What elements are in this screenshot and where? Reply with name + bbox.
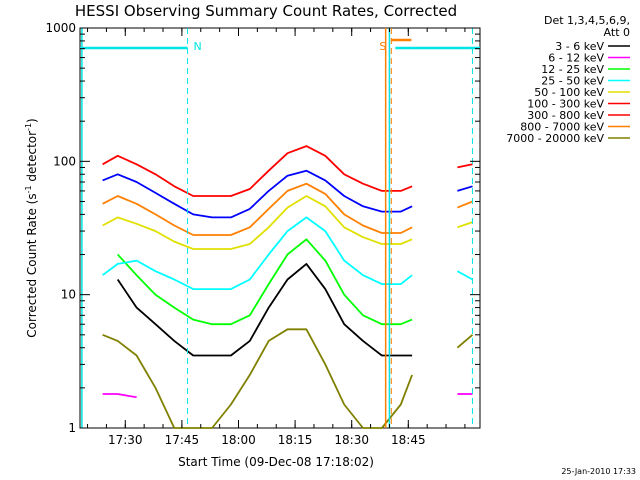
series-line [456, 270, 473, 281]
series-line [102, 393, 137, 399]
series-line [456, 334, 474, 349]
legend-label: 12 - 25 keV [541, 63, 604, 76]
series-line [457, 200, 473, 209]
series-line [457, 163, 473, 169]
plot-frame [79, 27, 481, 429]
x-tick-label: 17:30 [108, 433, 143, 447]
legend-label: 300 - 800 keV [527, 109, 604, 122]
legend-label: 100 - 300 keV [527, 98, 604, 111]
series-line [457, 185, 473, 192]
y-axis: 1 10 100 1000 [45, 21, 480, 435]
x-axis: 17:30 17:45 18:00 18:15 18:30 18:45 [87, 28, 466, 447]
series-layer [102, 145, 474, 429]
x-tick-label: 18:00 [221, 433, 256, 447]
legend-label: 6 - 12 keV [548, 52, 604, 65]
footer-timestamp: 25-Jan-2010 17:33 [561, 467, 636, 476]
legend-label: 25 - 50 keV [541, 75, 604, 88]
series-line [102, 328, 413, 429]
legend-header-line: Att 0 [604, 26, 630, 39]
chart-title: HESSI Observing Summary Count Rates, Cor… [75, 2, 457, 20]
series-line [117, 238, 413, 326]
y-tick-label: 10 [61, 288, 76, 302]
y-tick-label: 1 [68, 421, 76, 435]
x-tick-label: 18:45 [391, 433, 426, 447]
marker-label: N [194, 40, 202, 53]
y-tick-label: 1000 [45, 21, 76, 35]
series-line [102, 145, 413, 197]
x-tick-label: 18:15 [278, 433, 313, 447]
x-tick-label: 18:30 [334, 433, 369, 447]
legend-header-line: Det 1,3,4,5,6,9, [544, 14, 630, 27]
y-axis-label-part: detector [25, 131, 39, 186]
legend-label: 800 - 7000 keV [520, 121, 604, 134]
legend-label: 50 - 100 keV [534, 86, 604, 99]
legend-label: 3 - 6 keV [555, 40, 604, 53]
y-axis-label-exponent: -1 [24, 123, 33, 131]
series-line [102, 195, 413, 250]
legend-label: 7000 - 20000 keV [506, 132, 604, 145]
series-line [457, 221, 473, 229]
series-line [102, 182, 413, 236]
y-axis-label-part: ) [25, 118, 39, 123]
y-axis-label-part: Corrected Count Rate (s [25, 193, 39, 337]
series-line [116, 262, 413, 357]
x-axis-label: Start Time (09-Dec-08 17:18:02) [178, 455, 374, 469]
y-axis-label: Corrected Count Rate (s-1 detector-1) [24, 118, 39, 337]
y-tick-label: 100 [53, 154, 76, 168]
x-tick-label: 17:45 [165, 433, 200, 447]
series-line [102, 169, 413, 219]
y-axis-label-exponent: -1 [24, 185, 33, 193]
series-line [102, 216, 413, 291]
marker-label: S [379, 40, 386, 53]
